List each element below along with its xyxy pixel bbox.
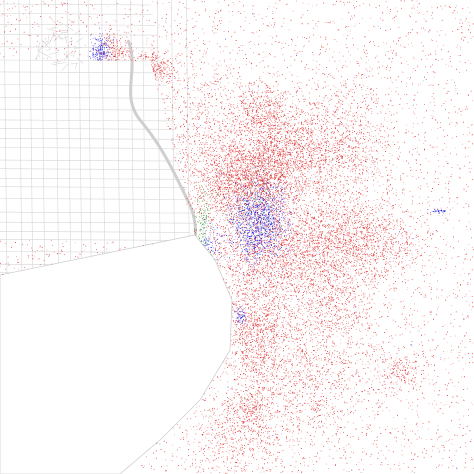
street-grid <box>0 0 195 275</box>
river <box>126 39 197 239</box>
lake <box>0 234 233 474</box>
streets <box>0 0 195 275</box>
